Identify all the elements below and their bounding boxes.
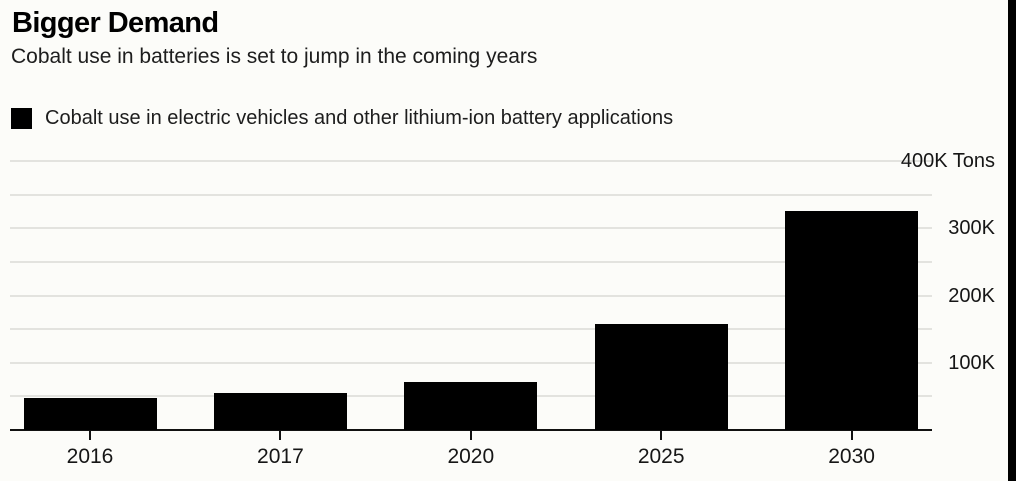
y-label-400k: 400K Tons <box>900 150 995 172</box>
legend-swatch-icon <box>11 108 32 129</box>
gridline-400k <box>10 160 932 162</box>
x-label-2017: 2017 <box>257 445 304 468</box>
bar-2017 <box>213 393 347 430</box>
gridline-100k <box>10 361 932 364</box>
x-tick-2030 <box>850 430 853 440</box>
bar-2020 <box>404 381 538 430</box>
gridline-350k <box>10 193 932 196</box>
y-label-200k: 200K <box>948 284 995 307</box>
gridline-150k <box>10 328 932 331</box>
x-tick-2016 <box>89 430 91 440</box>
gridline-250k <box>10 260 932 263</box>
x-label-2030: 2030 <box>828 445 875 468</box>
bar-2025 <box>594 323 728 430</box>
bar-2016 <box>23 397 157 430</box>
chart-title: Bigger Demand <box>12 7 219 39</box>
chart-subtitle: Cobalt use in batteries is set to jump i… <box>11 45 538 68</box>
y-label-100k: 100K <box>948 351 995 374</box>
legend-label: Cobalt use in electric vehicles and othe… <box>45 107 674 129</box>
x-label-2020: 2020 <box>447 445 495 468</box>
x-tick-2025 <box>660 430 663 440</box>
x-label-2016: 2016 <box>66 445 114 468</box>
plot-area: 2016 2017 2020 2025 2030 <box>10 160 932 468</box>
x-tick-2017 <box>279 430 282 440</box>
x-label-2025: 2025 <box>637 445 685 468</box>
bar-2030 <box>785 211 919 430</box>
gridline-200k <box>10 294 932 297</box>
gridline-300k <box>10 227 932 230</box>
legend: Cobalt use in electric vehicles and othe… <box>11 107 673 130</box>
x-tick-2020 <box>469 430 472 440</box>
right-edge-strip <box>1008 0 1016 481</box>
y-label-300k: 300K <box>948 217 995 240</box>
